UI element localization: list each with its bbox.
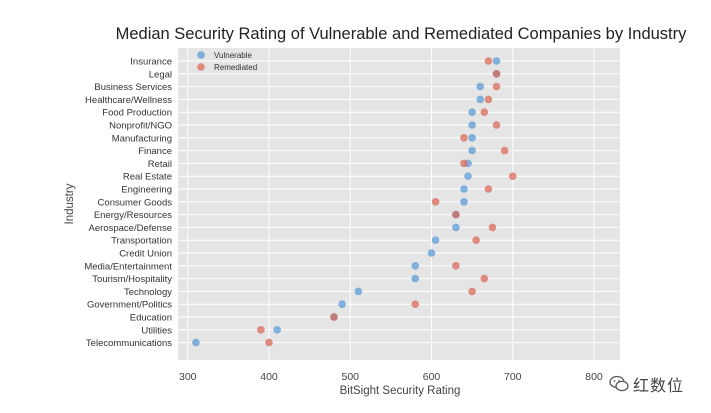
plot-area bbox=[178, 48, 620, 360]
vulnerable-point bbox=[460, 198, 468, 206]
remediated-point bbox=[452, 262, 460, 270]
x-tick-label: 300 bbox=[179, 371, 197, 383]
remediated-point bbox=[330, 313, 338, 321]
vulnerable-point bbox=[192, 338, 200, 347]
remediated-point bbox=[492, 82, 501, 91]
data-points bbox=[192, 57, 517, 347]
y-tick-label: Media/Entertainment bbox=[84, 261, 172, 272]
y-tick-label: Real Estate bbox=[123, 172, 172, 183]
y-tick-label: Government/Politics bbox=[87, 300, 172, 311]
remediated-point bbox=[468, 287, 476, 296]
y-tick-label: Utilities bbox=[141, 325, 172, 336]
watermark: 红数位 bbox=[609, 372, 684, 396]
x-tick-label: 600 bbox=[423, 371, 441, 383]
y-tick-label: Food Production bbox=[102, 108, 172, 119]
y-tick-label: Healthcare/Wellness bbox=[85, 95, 172, 106]
grid-lines bbox=[178, 48, 620, 360]
y-tick-label: Education bbox=[130, 313, 172, 324]
vulnerable-point bbox=[492, 57, 501, 65]
vulnerable-point bbox=[476, 82, 485, 91]
y-tick-label: Aerospace/Defense bbox=[89, 223, 172, 234]
y-tick-label: Technology bbox=[124, 287, 172, 298]
x-tick-label: 500 bbox=[341, 371, 359, 383]
vulnerable-point bbox=[411, 274, 420, 283]
y-tick-label: Energy/Resources bbox=[94, 210, 172, 221]
vulnerable-point bbox=[354, 287, 363, 296]
legend-marker bbox=[197, 51, 205, 59]
remediated-point bbox=[484, 57, 493, 65]
y-tick-label: Insurance bbox=[130, 57, 172, 68]
wechat-icon bbox=[609, 375, 629, 392]
x-tick-label: 700 bbox=[504, 371, 522, 383]
vulnerable-point bbox=[273, 326, 281, 334]
remediated-point bbox=[480, 108, 489, 116]
y-tick-label: Telecommunications bbox=[86, 338, 172, 349]
x-tick-label: 800 bbox=[585, 371, 603, 383]
x-axis-label: BitSight Security Rating bbox=[340, 385, 461, 397]
remediated-point bbox=[431, 198, 440, 206]
vulnerable-point bbox=[468, 121, 476, 129]
y-tick-label: Manufacturing bbox=[112, 133, 172, 144]
y-tick-label: Legal bbox=[149, 69, 172, 80]
remediated-point bbox=[484, 95, 493, 104]
x-tick-labels: 300 400 500 600 700 800 bbox=[179, 371, 603, 383]
y-tick-label: Engineering bbox=[121, 185, 172, 196]
legend: Vulnerable Remediated bbox=[197, 51, 257, 72]
remediated-point bbox=[460, 134, 468, 142]
y-axis-label: Industry bbox=[64, 183, 76, 224]
remediated-point bbox=[480, 274, 489, 283]
y-tick-label: Tourism/Hospitality bbox=[92, 274, 172, 285]
vulnerable-point bbox=[468, 134, 476, 142]
chart-title: Median Security Rating of Vulnerable and… bbox=[116, 25, 688, 43]
watermark-text: 红数位 bbox=[633, 378, 685, 395]
legend-label: Vulnerable bbox=[214, 51, 253, 60]
x-tick-label: 400 bbox=[260, 371, 278, 383]
remediated-point bbox=[411, 300, 420, 309]
remediated-point bbox=[265, 338, 273, 347]
remediated-point bbox=[460, 159, 468, 168]
remediated-point bbox=[257, 326, 265, 334]
y-tick-label: Transportation bbox=[111, 236, 172, 247]
legend-label: Remediated bbox=[214, 63, 257, 72]
y-tick-label: Credit Union bbox=[119, 249, 172, 260]
remediated-point bbox=[472, 236, 480, 244]
remediated-point bbox=[500, 146, 509, 155]
vulnerable-point bbox=[476, 95, 485, 104]
vulnerable-point bbox=[464, 172, 472, 180]
remediated-point bbox=[508, 172, 517, 180]
y-tick-label: Retail bbox=[148, 159, 172, 170]
vulnerable-point bbox=[431, 236, 440, 244]
vulnerable-point bbox=[468, 146, 476, 155]
vulnerable-point bbox=[452, 223, 460, 232]
legend-marker bbox=[197, 63, 205, 71]
remediated-point bbox=[484, 185, 493, 193]
vulnerable-point bbox=[460, 185, 468, 193]
y-tick-label: Consumer Goods bbox=[98, 197, 173, 208]
remediated-point bbox=[452, 210, 460, 219]
vulnerable-point bbox=[427, 249, 436, 257]
remediated-point bbox=[492, 70, 501, 78]
y-tick-label: Nonprofit/NGO bbox=[109, 121, 172, 132]
remediated-point bbox=[492, 121, 501, 129]
remediated-point bbox=[488, 223, 497, 232]
vulnerable-point bbox=[468, 108, 476, 116]
vulnerable-point bbox=[338, 300, 346, 309]
y-tick-label: Finance bbox=[138, 146, 172, 157]
y-tick-label: Business Services bbox=[94, 82, 172, 93]
vulnerable-point bbox=[411, 262, 420, 270]
